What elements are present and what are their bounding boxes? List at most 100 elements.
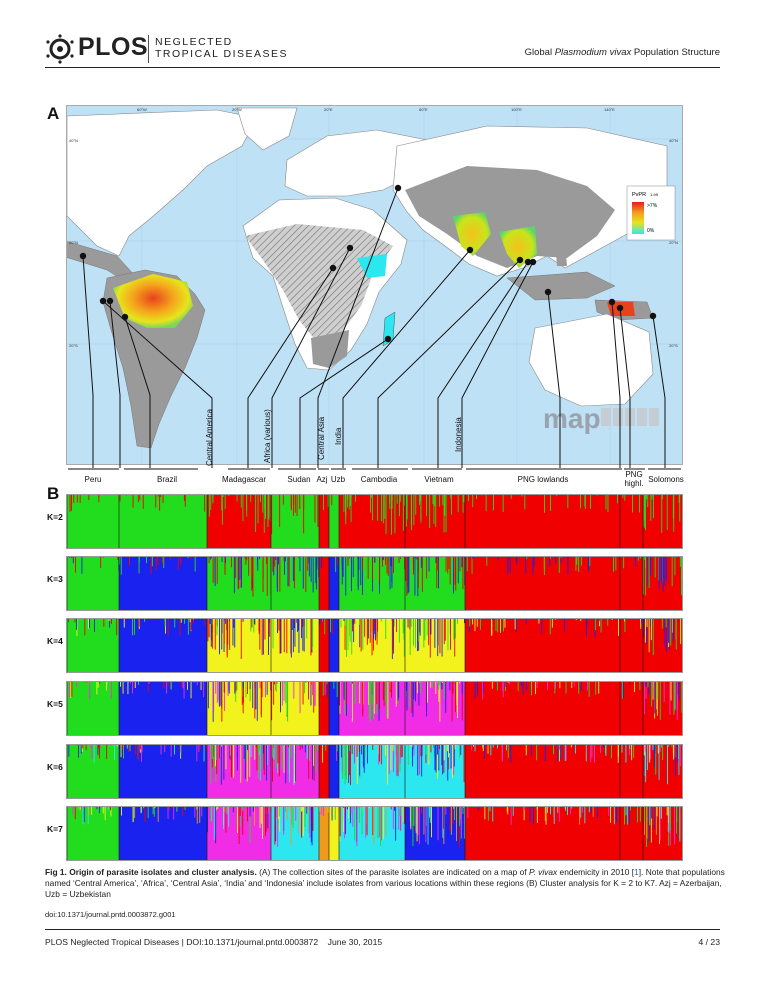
admixture-bar <box>390 745 392 770</box>
admixture-bar <box>536 682 538 689</box>
admixture-bar <box>459 807 461 827</box>
admixture-bar <box>659 682 661 720</box>
admixture-bar <box>98 745 100 749</box>
admixture-bar <box>474 745 476 752</box>
admixture-bar <box>265 807 267 832</box>
admixture-bar <box>423 807 425 835</box>
admixture-bar <box>554 619 556 620</box>
caption-text2: endemicity in 2010 [ <box>557 867 635 877</box>
admixture-bar <box>589 557 591 566</box>
admixture-bar <box>247 682 248 694</box>
admixture-bar <box>104 807 106 821</box>
admixture-bar <box>147 807 149 819</box>
admixture-bar <box>395 807 397 841</box>
admixture-bar <box>455 619 456 639</box>
admixture-bar <box>452 682 454 694</box>
admixture-bar <box>430 682 432 688</box>
journal-name: NEGLECTED TROPICAL DISEASES <box>155 36 288 60</box>
admixture-bar <box>138 557 140 574</box>
admixture-bar <box>405 557 407 581</box>
admixture-bar <box>431 807 432 838</box>
admixture-bar <box>349 745 350 776</box>
admixture-bar <box>280 619 282 654</box>
admixture-bar <box>223 619 225 621</box>
admixture-bar <box>419 619 421 636</box>
admixture-bar <box>228 807 230 827</box>
admixture-bar <box>347 557 349 566</box>
admixture-bar <box>463 745 465 782</box>
admixture-bar <box>73 495 75 503</box>
admixture-bar <box>224 495 226 510</box>
admixture-bar <box>249 807 251 843</box>
admixture-bar <box>578 682 580 694</box>
admixture-bar <box>357 557 359 591</box>
admixture-bar <box>523 807 525 821</box>
admixture-bar <box>216 557 218 584</box>
admixture-bar <box>345 495 347 525</box>
admixture-bar <box>617 745 619 757</box>
admixture-bar <box>256 745 258 771</box>
map-legend: PvPR 1-99 >7% 0% <box>626 185 676 241</box>
admixture-bar <box>266 745 267 781</box>
admixture-bar <box>85 745 87 751</box>
figure-caption: Fig 1. Origin of parasite isolates and c… <box>45 867 725 900</box>
journal-name-line2: TROPICAL DISEASES <box>155 48 289 60</box>
admixture-bar <box>180 557 182 565</box>
admixture-bar <box>448 745 449 758</box>
admixture-bar <box>650 807 652 843</box>
admixture-bar <box>359 619 361 625</box>
admixture-bar <box>86 682 87 683</box>
admixture-bar <box>162 557 164 564</box>
admixture-bar <box>278 619 280 631</box>
admixture-bar <box>215 745 217 760</box>
admixture-bar <box>351 682 353 722</box>
admixture-bar <box>286 619 288 654</box>
admixture-bar <box>406 682 408 711</box>
admixture-bar <box>406 495 408 520</box>
admixture-bar <box>210 619 212 647</box>
admixture-bar <box>277 807 279 847</box>
admixture-bar <box>468 495 469 502</box>
admixture-bar <box>437 745 438 779</box>
admixture-bar <box>406 682 407 691</box>
admixture-bar <box>132 495 134 508</box>
admixture-bar <box>361 745 363 755</box>
admixture-bar <box>535 682 536 695</box>
admixture-bar <box>437 807 439 841</box>
admixture-bar <box>545 807 547 825</box>
admixture-bar <box>69 495 71 512</box>
admixture-bar <box>242 619 244 622</box>
admixture-bar <box>356 807 358 847</box>
admixture-bar <box>580 495 581 509</box>
admixture-bar <box>224 682 225 711</box>
admixture-bar <box>344 682 346 716</box>
label-peru: Peru <box>84 475 102 484</box>
admixture-bar <box>103 557 104 558</box>
admixture-bar <box>71 682 73 697</box>
admixture-bar <box>484 745 486 759</box>
admixture-bar <box>294 495 296 513</box>
admixture-bar <box>276 557 278 592</box>
admixture-bar <box>323 807 324 817</box>
admixture-bar <box>213 807 215 840</box>
admixture-bar <box>344 807 345 839</box>
structure-plot-k7 <box>66 806 683 861</box>
admixture-bar <box>137 745 139 761</box>
admixture-bar <box>454 807 455 820</box>
admixture-bar <box>412 807 414 847</box>
admixture-bar <box>533 557 535 567</box>
caption-reference-link[interactable]: 1 <box>634 867 639 877</box>
admixture-bar <box>301 619 302 639</box>
admixture-bar <box>445 807 447 815</box>
admixture-bar <box>229 619 231 650</box>
admixture-bar <box>500 619 501 633</box>
philippines <box>555 240 567 266</box>
admixture-bar <box>679 807 681 842</box>
admixture-bar <box>299 495 301 509</box>
admixture-bar <box>307 557 309 571</box>
admixture-bar <box>479 619 481 630</box>
admixture-bar <box>354 745 355 764</box>
admixture-bar <box>198 745 200 753</box>
admixture-bar <box>227 807 229 811</box>
admixture-bar <box>345 557 347 596</box>
